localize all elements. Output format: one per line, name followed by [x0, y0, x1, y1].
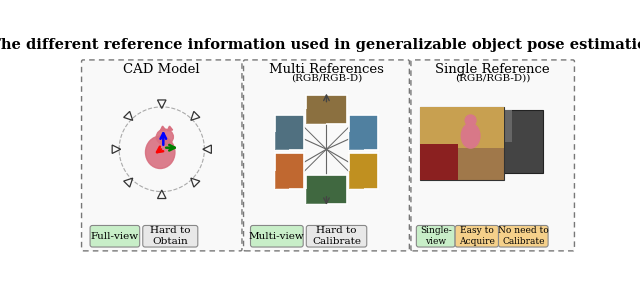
FancyBboxPatch shape	[420, 107, 504, 148]
Text: (RGB/RGB-D): (RGB/RGB-D)	[291, 73, 362, 82]
FancyBboxPatch shape	[275, 171, 289, 188]
Polygon shape	[167, 126, 173, 131]
FancyBboxPatch shape	[349, 153, 378, 188]
FancyBboxPatch shape	[417, 225, 455, 247]
FancyBboxPatch shape	[143, 225, 198, 247]
Text: Single-
view: Single- view	[420, 226, 452, 246]
Text: Hard to
Calibrate: Hard to Calibrate	[312, 226, 361, 246]
FancyBboxPatch shape	[244, 60, 410, 251]
FancyBboxPatch shape	[420, 144, 458, 181]
Text: CAD Model: CAD Model	[124, 63, 200, 76]
FancyBboxPatch shape	[474, 110, 512, 141]
FancyBboxPatch shape	[275, 153, 304, 188]
FancyBboxPatch shape	[349, 115, 378, 150]
FancyBboxPatch shape	[455, 225, 499, 247]
FancyBboxPatch shape	[90, 225, 140, 247]
FancyBboxPatch shape	[349, 171, 364, 188]
Text: Full-view: Full-view	[91, 232, 139, 241]
Text: Hard to
Obtain: Hard to Obtain	[150, 226, 191, 246]
FancyBboxPatch shape	[474, 110, 543, 173]
Text: No need to
Calibrate: No need to Calibrate	[498, 226, 548, 246]
FancyBboxPatch shape	[307, 95, 347, 124]
FancyBboxPatch shape	[81, 60, 242, 251]
Ellipse shape	[465, 115, 476, 126]
FancyBboxPatch shape	[275, 115, 304, 150]
Polygon shape	[160, 126, 166, 131]
Ellipse shape	[156, 129, 173, 145]
Ellipse shape	[461, 123, 480, 148]
FancyBboxPatch shape	[420, 107, 504, 181]
Text: Easy to
Acquire: Easy to Acquire	[459, 226, 495, 246]
FancyBboxPatch shape	[307, 175, 347, 204]
Text: The different reference information used in generalizable object pose estimation: The different reference information used…	[0, 38, 640, 51]
FancyBboxPatch shape	[250, 225, 303, 247]
Text: Multi References: Multi References	[269, 63, 384, 76]
Text: Multi-view: Multi-view	[249, 232, 305, 241]
FancyBboxPatch shape	[411, 60, 575, 251]
Text: (RGB/RGB-D)): (RGB/RGB-D))	[455, 73, 531, 82]
FancyBboxPatch shape	[499, 225, 548, 247]
Ellipse shape	[145, 136, 175, 168]
Text: Single Reference: Single Reference	[435, 63, 550, 76]
FancyBboxPatch shape	[275, 132, 289, 150]
FancyBboxPatch shape	[307, 189, 326, 204]
FancyBboxPatch shape	[307, 109, 326, 124]
FancyBboxPatch shape	[349, 132, 364, 150]
FancyBboxPatch shape	[307, 225, 367, 247]
